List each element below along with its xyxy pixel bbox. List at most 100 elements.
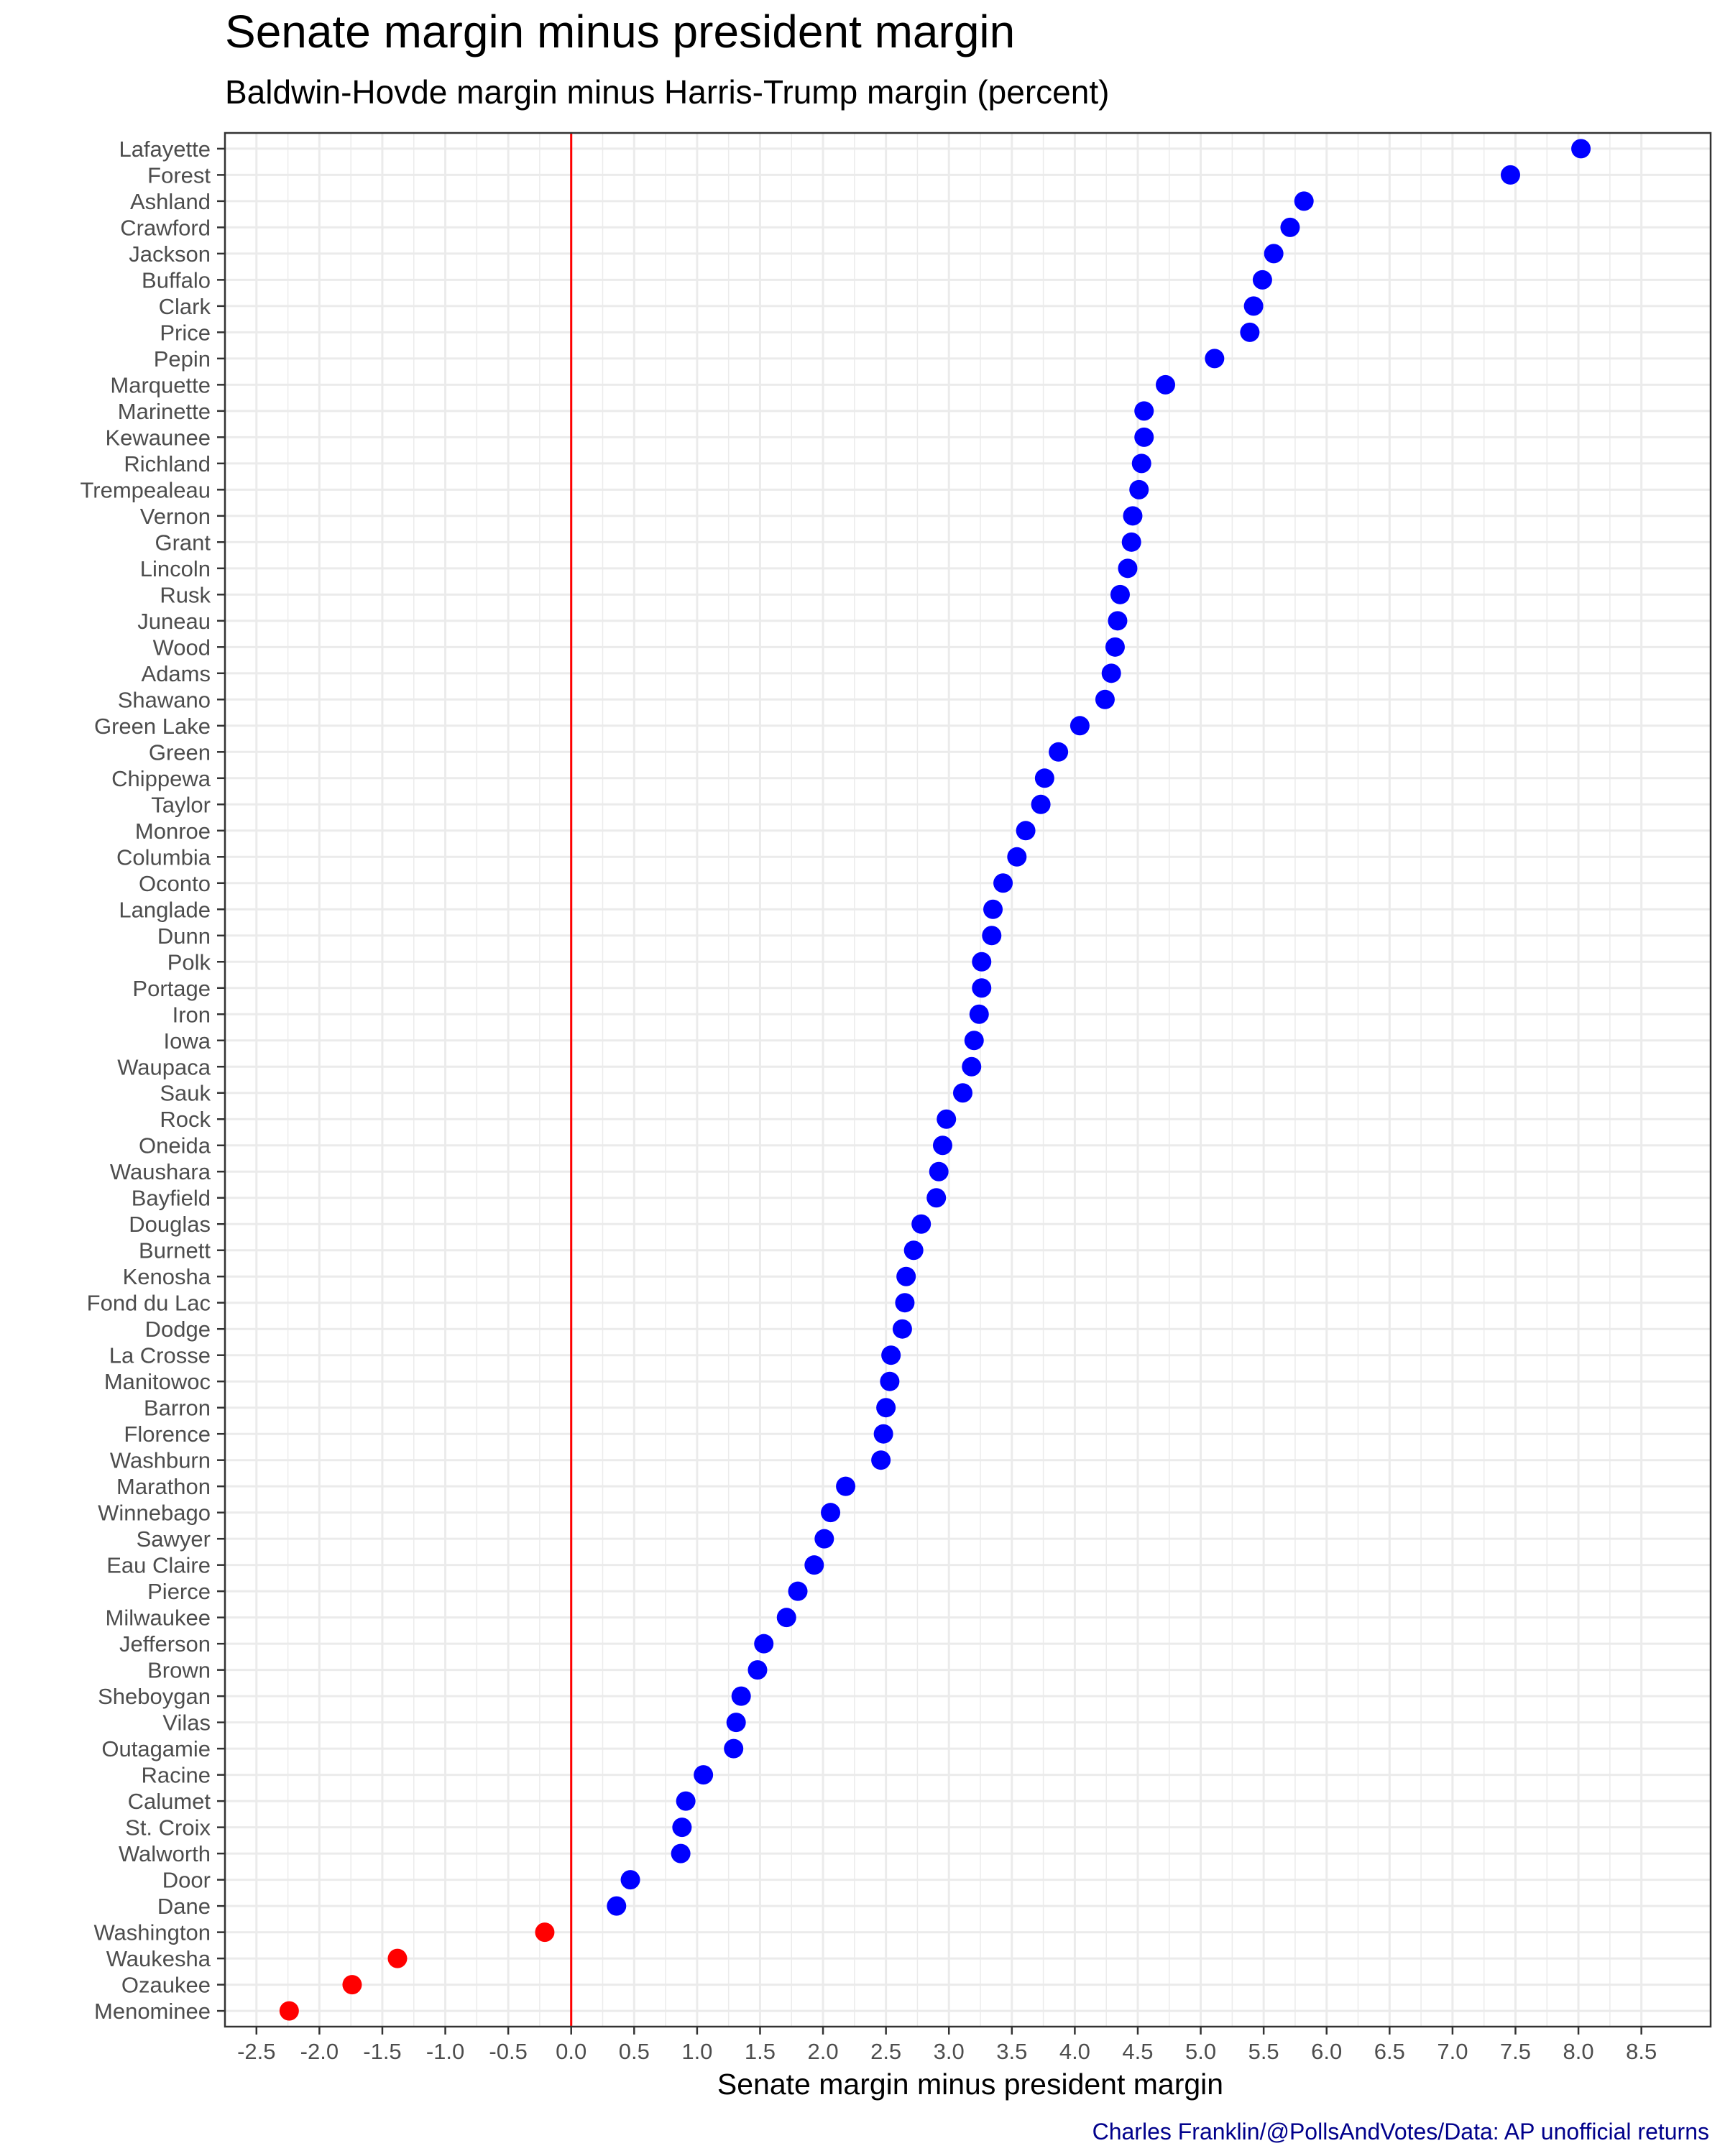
y-tick-label: Columbia	[116, 844, 211, 870]
x-tick-label: 6.0	[1311, 2039, 1342, 2064]
y-tick-label: Bayfield	[132, 1186, 211, 1211]
x-tick-label: -1.0	[426, 2039, 464, 2064]
y-tick-label: Taylor	[151, 792, 211, 817]
data-point	[1105, 637, 1125, 657]
y-tick-label: Washburn	[110, 1448, 211, 1473]
y-tick-label: La Crosse	[109, 1343, 211, 1368]
data-point	[1240, 322, 1260, 342]
panel-background	[225, 133, 1711, 2027]
data-point	[1294, 191, 1314, 211]
data-point	[952, 1083, 972, 1103]
x-tick-label: 0.0	[556, 2039, 586, 2064]
data-point	[993, 873, 1013, 893]
data-point	[676, 1791, 696, 1811]
y-tick-label: Grant	[155, 530, 211, 555]
data-point	[1264, 244, 1284, 264]
x-tick-label: 3.0	[934, 2039, 965, 2064]
x-tick-label: 1.5	[745, 2039, 776, 2064]
y-tick-label: Sauk	[160, 1081, 211, 1106]
data-point	[1118, 558, 1138, 579]
data-point	[873, 1424, 893, 1444]
x-axis: -2.5 -2.0 -1.5 -1.0 -0.5 0.0 0.5 1.0 1.5 2.0 2.5 3.…	[237, 2027, 1657, 2064]
data-point	[387, 1948, 408, 1968]
y-tick-label: Eau Claire	[106, 1553, 211, 1578]
y-tick-label: Wood	[153, 635, 211, 660]
data-point	[1500, 165, 1520, 185]
y-tick-label: Sheboygan	[98, 1684, 211, 1709]
data-point	[871, 1450, 891, 1470]
y-tick-label: Rusk	[160, 582, 211, 607]
x-tick-label: 3.5	[996, 2039, 1027, 2064]
y-tick-label: Monroe	[135, 819, 211, 844]
data-point	[1134, 401, 1154, 421]
data-point	[776, 1608, 796, 1628]
data-point	[1129, 479, 1149, 499]
data-point	[1243, 296, 1264, 316]
data-point	[903, 1240, 924, 1261]
y-tick-label: Dunn	[157, 923, 211, 949]
data-point	[672, 1818, 692, 1838]
y-tick-label: Douglas	[129, 1212, 211, 1237]
data-point	[1205, 349, 1225, 369]
data-point	[964, 1031, 984, 1051]
data-point	[1016, 821, 1036, 841]
x-tick-label: -2.5	[237, 2039, 275, 2064]
y-tick-label: Waupaca	[117, 1054, 211, 1079]
data-point	[607, 1896, 627, 1916]
y-tick-label: Green Lake	[94, 714, 211, 739]
y-tick-label: Walworth	[119, 1841, 211, 1866]
data-point	[1134, 427, 1154, 447]
data-point	[1123, 506, 1143, 526]
y-tick-label: Shawano	[118, 687, 211, 712]
y-tick-label: Door	[162, 1868, 211, 1893]
data-point	[814, 1529, 834, 1549]
x-tick-label: 7.5	[1500, 2039, 1531, 2064]
x-tick-label: 7.0	[1437, 2039, 1468, 2064]
data-point	[1049, 742, 1069, 762]
y-tick-label: Lafayette	[119, 137, 211, 162]
data-point	[1131, 453, 1151, 474]
data-point	[880, 1371, 900, 1391]
y-tick-label: Richland	[124, 451, 211, 476]
data-point	[1070, 716, 1090, 736]
y-tick-label: Oneida	[139, 1133, 211, 1158]
chart-subtitle: Baldwin-Hovde margin minus Harris-Trump …	[225, 73, 1109, 111]
y-tick-label: Calumet	[128, 1789, 211, 1814]
data-point	[754, 1634, 774, 1654]
y-tick-label: Chippewa	[111, 766, 211, 791]
data-point	[1252, 270, 1272, 290]
y-tick-label: Rock	[160, 1107, 211, 1132]
x-tick-label: 1.0	[681, 2039, 712, 2064]
data-point	[1101, 663, 1121, 683]
y-tick-label: Jackson	[129, 241, 211, 267]
y-tick-label: Menominee	[94, 1999, 211, 2024]
y-tick-label: Buffalo	[142, 267, 211, 292]
y-tick-label: Manitowoc	[104, 1369, 211, 1394]
x-tick-label: 4.5	[1122, 2039, 1153, 2064]
y-tick-label: Racine	[142, 1763, 211, 1788]
y-tick-label: Trempealeau	[80, 477, 211, 502]
data-point	[929, 1161, 949, 1181]
data-point	[731, 1686, 751, 1706]
x-tick-label: -0.5	[489, 2039, 527, 2064]
y-tick-label: Pepin	[154, 346, 211, 372]
panel-border	[224, 132, 1712, 2028]
data-point	[932, 1135, 952, 1156]
data-point	[1156, 374, 1176, 395]
data-point	[1280, 217, 1300, 237]
data-point	[1007, 847, 1027, 867]
y-tick-label: Iron	[172, 1002, 211, 1027]
data-point	[896, 1266, 916, 1286]
y-tick-label: Juneau	[137, 609, 211, 634]
x-tick-label: 2.5	[870, 2039, 901, 2064]
x-tick-label: 5.5	[1248, 2039, 1279, 2064]
data-point	[1121, 532, 1141, 552]
data-point	[1031, 794, 1051, 814]
data-point	[671, 1843, 691, 1864]
y-tick-label: Green	[149, 740, 211, 765]
data-point	[972, 978, 992, 998]
data-point	[1034, 768, 1054, 788]
y-tick-label: Burnett	[139, 1238, 211, 1263]
data-point	[983, 899, 1003, 919]
